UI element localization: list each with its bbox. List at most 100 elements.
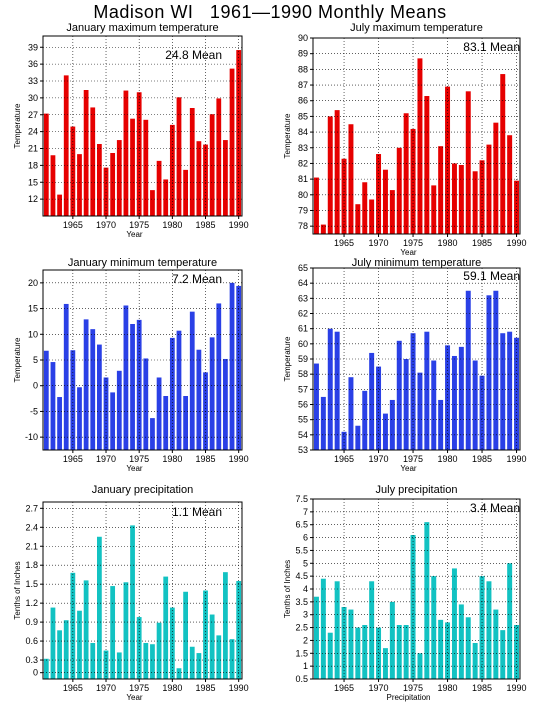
chart-title: July minimum temperature bbox=[352, 257, 482, 269]
bar bbox=[500, 630, 506, 679]
bar bbox=[410, 128, 416, 234]
y-tick-label: 2 bbox=[303, 635, 308, 645]
bar bbox=[216, 303, 222, 450]
x-axis-label: Year bbox=[126, 464, 143, 473]
y-tick-label: 80 bbox=[298, 190, 308, 200]
bar bbox=[130, 525, 135, 679]
y-tick-label: 2.7 bbox=[25, 503, 38, 513]
bar bbox=[183, 591, 189, 679]
y-tick-label: 81 bbox=[298, 174, 308, 184]
x-tick-label: 1970 bbox=[369, 454, 389, 464]
x-tick-label: 1990 bbox=[229, 220, 249, 230]
bar bbox=[500, 74, 506, 234]
x-tick-label: 1965 bbox=[63, 220, 83, 230]
y-tick-label: 0.3 bbox=[25, 655, 38, 665]
y-tick-label: 27 bbox=[28, 110, 38, 120]
bar bbox=[229, 639, 235, 679]
plot-frame bbox=[42, 35, 243, 217]
y-tick-label: 84 bbox=[298, 127, 308, 137]
bar bbox=[236, 285, 242, 450]
bar bbox=[189, 108, 195, 216]
y-tick-label: 62 bbox=[298, 309, 308, 319]
bar bbox=[472, 360, 478, 450]
y-tick-label: 89 bbox=[298, 49, 308, 59]
bar bbox=[57, 194, 62, 216]
x-tick-label: 1970 bbox=[369, 683, 389, 693]
x-tick-label: 1980 bbox=[438, 238, 458, 248]
y-tick-label: 5.5 bbox=[295, 545, 308, 555]
bar bbox=[83, 90, 89, 216]
chart-title: January precipitation bbox=[92, 484, 194, 496]
bar bbox=[417, 653, 423, 679]
chart-svg: January maximum temperature 12 15 18 21 24 27 3… bbox=[13, 22, 249, 239]
y-tick-label: 1.2 bbox=[25, 598, 38, 608]
bar bbox=[183, 169, 189, 216]
x-tick-label: 1985 bbox=[196, 220, 216, 230]
y-tick-label: 33 bbox=[28, 76, 38, 86]
y-tick-label: 2.1 bbox=[25, 541, 38, 551]
chart-panel-jul-precip: July precipitation 0.5 1 1.5 2 2.5 3 3.5 4 4.5 5 5.… bbox=[270, 480, 540, 708]
y-tick-label: 4.5 bbox=[295, 571, 308, 581]
x-axis-label: Year bbox=[126, 693, 143, 702]
y-tick-label: 6 bbox=[303, 533, 308, 543]
main-title: Madison WI 1961—1990 Monthly Means bbox=[93, 2, 447, 22]
y-tick-label: 90 bbox=[298, 33, 308, 43]
bar bbox=[163, 396, 169, 450]
bar bbox=[136, 617, 142, 679]
y-tick-label: 24 bbox=[28, 127, 38, 137]
bar bbox=[403, 625, 409, 679]
chart-panel-jul-min: July minimum temperature 53 54 55 56 57 58 59 60… bbox=[270, 253, 540, 475]
chart-title: July maximum temperature bbox=[350, 22, 483, 34]
bar bbox=[445, 86, 451, 234]
bar bbox=[500, 333, 506, 450]
y-axis-label: Temperature bbox=[13, 103, 22, 148]
bar bbox=[369, 581, 375, 679]
bar bbox=[438, 146, 444, 234]
bar bbox=[362, 182, 368, 234]
bar bbox=[209, 614, 215, 679]
y-tick-label: 1.5 bbox=[25, 579, 38, 589]
x-axis-label: Year bbox=[400, 248, 417, 257]
x-tick-label: 1985 bbox=[472, 238, 492, 248]
bar bbox=[236, 581, 242, 679]
chart-svg: July minimum temperature 53 54 55 56 57 58 59 60… bbox=[283, 257, 527, 473]
plot-frame bbox=[42, 501, 243, 680]
bar bbox=[209, 114, 215, 216]
bar bbox=[57, 397, 62, 450]
bar bbox=[63, 620, 69, 679]
bar bbox=[196, 349, 202, 450]
bar bbox=[486, 581, 492, 679]
y-tick-label: 5 bbox=[303, 558, 308, 568]
x-axis-label: Year bbox=[400, 464, 417, 473]
x-tick-label: 1970 bbox=[96, 454, 116, 464]
chart-svg: January precipitation 0 0.3 0.6 0.9 1.2 1.5 1.8… bbox=[13, 484, 249, 702]
bar bbox=[424, 331, 430, 450]
x-tick-label: 1970 bbox=[96, 683, 116, 693]
bar bbox=[176, 97, 182, 216]
x-tick-label: 1975 bbox=[403, 238, 423, 248]
bar bbox=[77, 387, 82, 450]
bar bbox=[479, 576, 485, 679]
bar bbox=[362, 390, 368, 450]
bar bbox=[389, 399, 395, 450]
x-tick-label: 1980 bbox=[162, 220, 182, 230]
bar bbox=[417, 58, 423, 234]
bar bbox=[341, 158, 347, 234]
bar bbox=[424, 522, 430, 679]
bar bbox=[90, 642, 96, 679]
bar bbox=[223, 572, 228, 679]
bar bbox=[163, 576, 169, 679]
bar bbox=[96, 344, 102, 450]
bar bbox=[96, 144, 102, 216]
bar bbox=[438, 399, 444, 450]
x-tick-label: 1975 bbox=[403, 683, 423, 693]
bar bbox=[136, 92, 142, 216]
bar bbox=[229, 68, 235, 216]
bar bbox=[451, 568, 457, 679]
y-tick-label: 5 bbox=[33, 355, 38, 365]
y-tick-label: 15 bbox=[28, 304, 38, 314]
bar bbox=[451, 163, 457, 234]
bar bbox=[486, 144, 492, 234]
bar bbox=[389, 601, 395, 679]
y-tick-label: 7 bbox=[303, 507, 308, 517]
